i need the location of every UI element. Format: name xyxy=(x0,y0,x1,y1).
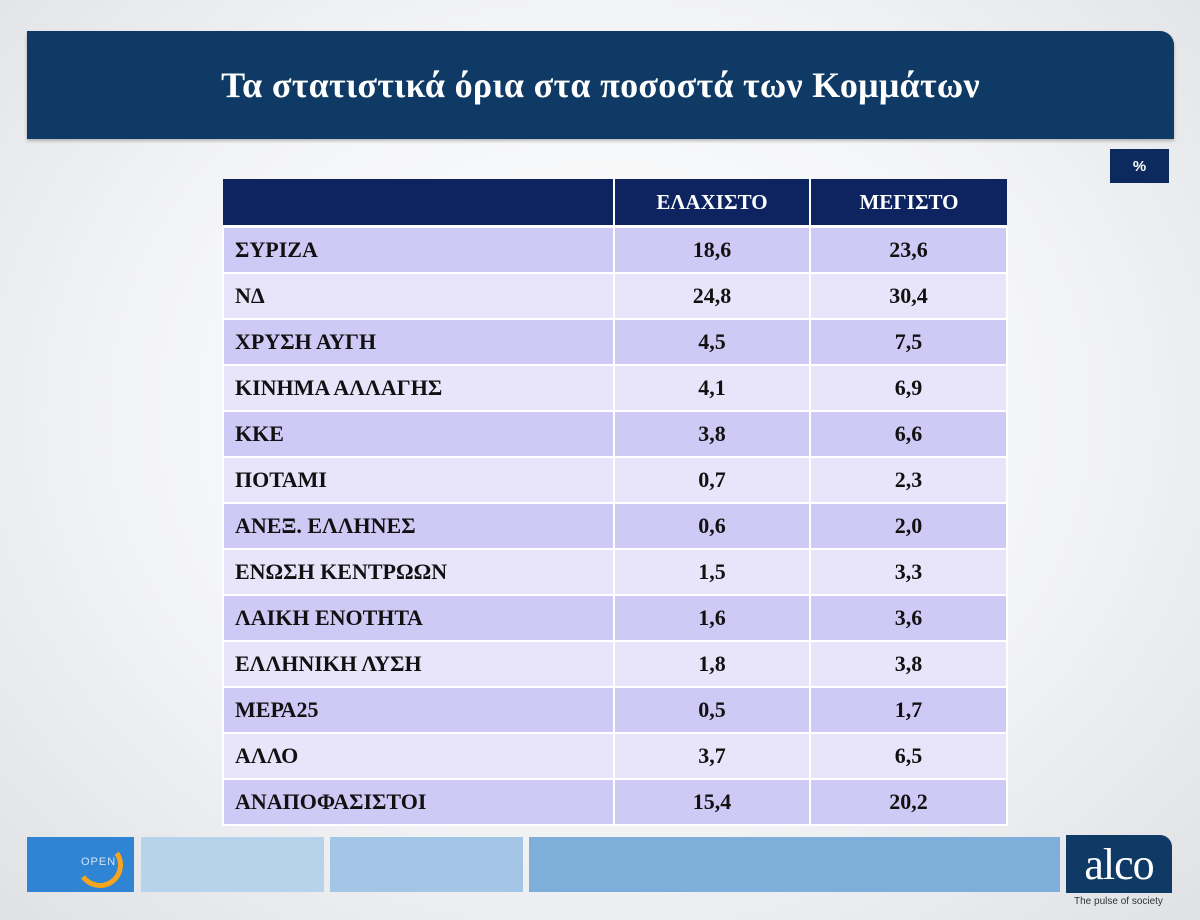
table-row: ΕΛΛΗΝΙΚΗ ΛΥΣΗ 1,8 3,8 xyxy=(222,640,1008,688)
min-value: 24,8 xyxy=(613,272,811,320)
max-value: 7,5 xyxy=(809,318,1008,366)
max-value: 23,6 xyxy=(809,225,1008,274)
min-value: 1,5 xyxy=(613,548,811,596)
table-row: ΣΥΡΙΖΑ 18,6 23,6 xyxy=(222,225,1008,274)
open-logo-text: OPEN xyxy=(81,856,117,868)
party-name: ΕΛΛΗΝΙΚΗ ΛΥΣΗ xyxy=(222,640,615,688)
alco-tagline: The pulse of society xyxy=(1074,896,1163,907)
results-table: ΕΛΑΧΙΣΤΟ ΜΕΓΙΣΤΟ ΣΥΡΙΖΑ 18,6 23,6 ΝΔ 24,8 30,… xyxy=(222,179,1008,826)
max-value: 2,0 xyxy=(809,502,1008,550)
table-row: ΧΡΥΣΗ ΑΥΓΗ 4,5 7,5 xyxy=(222,318,1008,366)
party-name: ΠΟΤΑΜΙ xyxy=(222,456,615,504)
party-name: ΑΛΛΟ xyxy=(222,732,615,780)
open-logo: OPEN xyxy=(27,837,134,892)
max-value: 3,3 xyxy=(809,548,1008,596)
table-row: ΠΟΤΑΜΙ 0,7 2,3 xyxy=(222,456,1008,504)
min-value: 0,5 xyxy=(613,686,811,734)
max-value: 6,5 xyxy=(809,732,1008,780)
table-row: ΝΔ 24,8 30,4 xyxy=(222,272,1008,320)
table-row: ΑΝΑΠΟΦΑΣΙΣΤΟΙ 15,4 20,2 xyxy=(222,778,1008,826)
table-row: ΕΝΩΣΗ ΚΕΝΤΡΩΩΝ 1,5 3,3 xyxy=(222,548,1008,596)
max-value: 3,6 xyxy=(809,594,1008,642)
min-value: 0,6 xyxy=(613,502,811,550)
party-name: ΚΚΕ xyxy=(222,410,615,458)
table-row: ΚΚΕ 3,8 6,6 xyxy=(222,410,1008,458)
footer-stripe-2 xyxy=(330,837,523,892)
alco-logo: alco xyxy=(1066,835,1172,893)
header-party xyxy=(223,179,614,228)
max-value: 1,7 xyxy=(809,686,1008,734)
footer-stripe-1 xyxy=(141,837,324,892)
table-row: ΚΙΝΗΜΑ ΑΛΛΑΓΗΣ 4,1 6,9 xyxy=(222,364,1008,412)
min-value: 4,1 xyxy=(613,364,811,412)
table-row: ΜΕΡΑ25 0,5 1,7 xyxy=(222,686,1008,734)
table-body: ΣΥΡΙΖΑ 18,6 23,6 ΝΔ 24,8 30,4 ΧΡΥΣΗ ΑΥΓΗ 4,5 7,5… xyxy=(222,225,1008,826)
header-row: ΕΛΑΧΙΣΤΟ ΜΕΓΙΣΤΟ xyxy=(223,179,1007,228)
page-title: Τα στατιστικά όρια στα ποσοστά των Κομμά… xyxy=(221,65,980,105)
max-value: 30,4 xyxy=(809,272,1008,320)
party-name: ΕΝΩΣΗ ΚΕΝΤΡΩΩΝ xyxy=(222,548,615,596)
max-value: 3,8 xyxy=(809,640,1008,688)
party-name: ΝΔ xyxy=(222,272,615,320)
min-value: 15,4 xyxy=(613,778,811,826)
party-name: ΣΥΡΙΖΑ xyxy=(222,225,615,274)
min-value: 3,8 xyxy=(613,410,811,458)
party-name: ΑΝΕΞ. ΕΛΛΗΝΕΣ xyxy=(222,502,615,550)
party-name: ΜΕΡΑ25 xyxy=(222,686,615,734)
title-bar: Τα στατιστικά όρια στα ποσοστά των Κομμά… xyxy=(27,31,1174,139)
party-name: ΛΑΙΚΗ ΕΝΟΤΗΤΑ xyxy=(222,594,615,642)
max-value: 6,6 xyxy=(809,410,1008,458)
min-value: 0,7 xyxy=(613,456,811,504)
min-value: 4,5 xyxy=(613,318,811,366)
max-value: 2,3 xyxy=(809,456,1008,504)
max-value: 20,2 xyxy=(809,778,1008,826)
min-value: 3,7 xyxy=(613,732,811,780)
footer-stripe-3 xyxy=(529,837,1060,892)
max-value: 6,9 xyxy=(809,364,1008,412)
party-name: ΧΡΥΣΗ ΑΥΓΗ xyxy=(222,318,615,366)
table-row: ΑΛΛΟ 3,7 6,5 xyxy=(222,732,1008,780)
min-value: 1,8 xyxy=(613,640,811,688)
table-row: ΑΝΕΞ. ΕΛΛΗΝΕΣ 0,6 2,0 xyxy=(222,502,1008,550)
party-name: ΑΝΑΠΟΦΑΣΙΣΤΟΙ xyxy=(222,778,615,826)
table-row: ΛΑΙΚΗ ΕΝΟΤΗΤΑ 1,6 3,6 xyxy=(222,594,1008,642)
party-name: ΚΙΝΗΜΑ ΑΛΛΑΓΗΣ xyxy=(222,364,615,412)
header-min: ΕΛΑΧΙΣΤΟ xyxy=(613,179,810,228)
header-max: ΜΕΓΙΣΤΟ xyxy=(809,179,1007,228)
min-value: 1,6 xyxy=(613,594,811,642)
alco-logo-text: alco xyxy=(1084,839,1154,889)
min-value: 18,6 xyxy=(613,225,811,274)
unit-badge: % xyxy=(1110,149,1169,183)
